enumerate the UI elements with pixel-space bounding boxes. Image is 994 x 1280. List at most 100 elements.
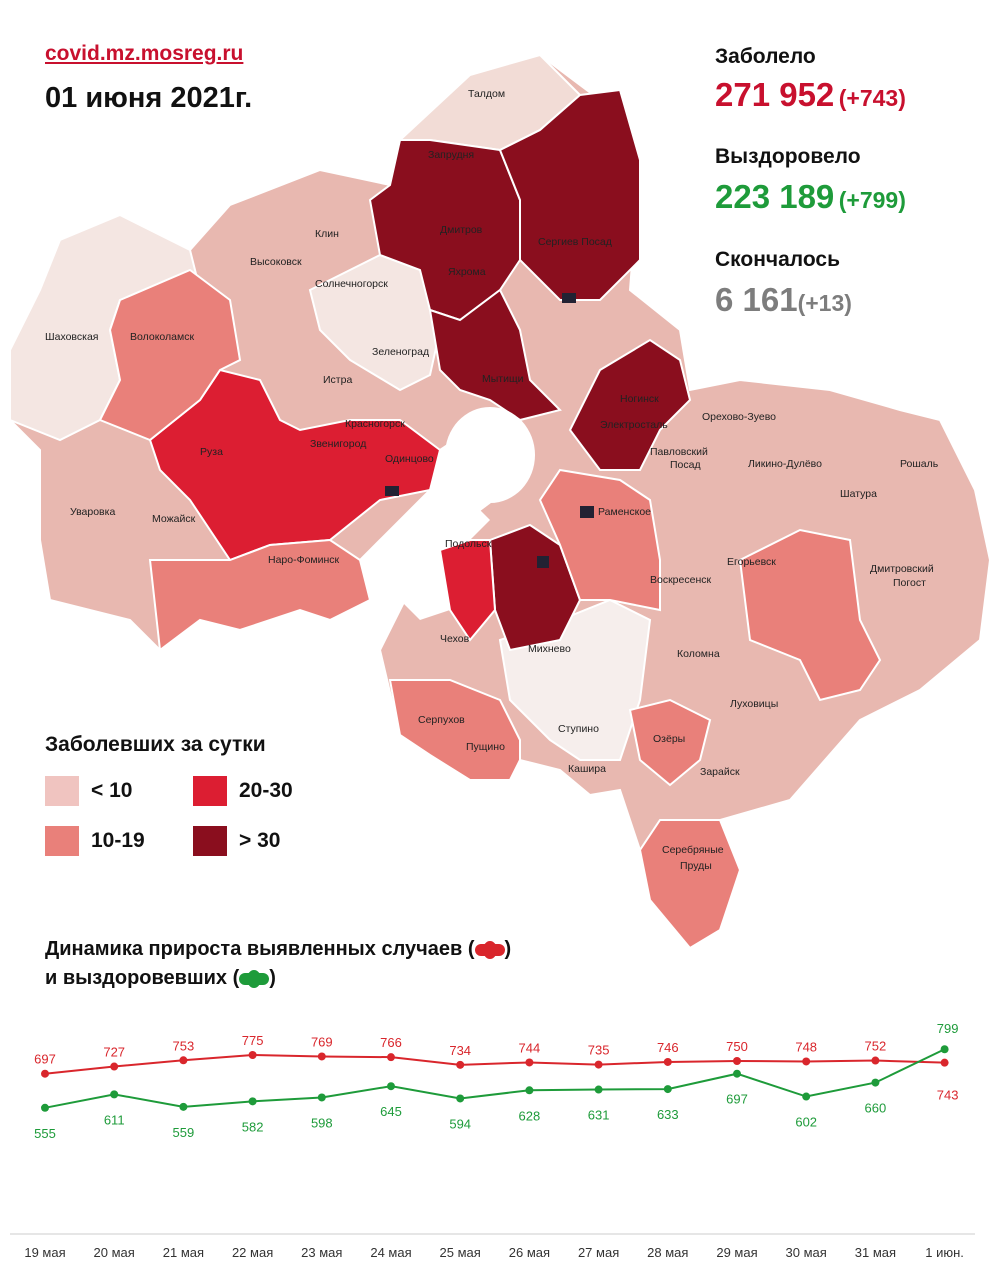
- recovered-point: [733, 1069, 741, 1078]
- x-tick-label: 23 мая: [301, 1245, 342, 1260]
- recovered-point: [248, 1097, 257, 1106]
- svg-text:Зеленоград: Зеленоград: [372, 346, 429, 358]
- recovered-point: [663, 1085, 672, 1094]
- svg-text:Орехово-Зуево: Орехово-Зуево: [702, 411, 776, 423]
- svg-text:Михнево: Михнево: [528, 643, 571, 655]
- region-serebryanye-prudy: [638, 819, 742, 950]
- cases-point: [41, 1069, 49, 1078]
- legend-item-10-19: 10-19: [45, 826, 145, 856]
- new-moscow: [360, 490, 490, 620]
- cases-point: [594, 1060, 603, 1069]
- svg-text:Руза: Руза: [200, 446, 223, 458]
- airport-icon: [537, 556, 549, 568]
- legend-swatch: [193, 826, 227, 856]
- svg-text:Дмитровский: Дмитровский: [870, 563, 934, 575]
- svg-text:Посад: Посад: [670, 459, 701, 471]
- svg-text:Павловский: Павловский: [650, 446, 708, 458]
- cases-value-label: 766: [380, 1035, 402, 1050]
- svg-text:Одинцово: Одинцово: [385, 453, 434, 465]
- svg-text:Солнечногорск: Солнечногорск: [315, 278, 388, 290]
- cases-point: [110, 1062, 119, 1071]
- region-serpukhov: [388, 679, 521, 781]
- airport-icon: [580, 506, 594, 518]
- x-tick-label: 27 мая: [578, 1245, 619, 1260]
- x-tick-label: 25 мая: [440, 1245, 481, 1260]
- sick-stat: 271 952 (+743): [715, 76, 906, 114]
- trend-title-line1: Динамика прироста выявленных случаев (): [45, 938, 512, 960]
- svg-text:Пущино: Пущино: [466, 741, 505, 753]
- x-tick-label: 21 мая: [163, 1245, 204, 1260]
- recovered-value-label: 559: [173, 1125, 195, 1140]
- region-naro-fominsk: [148, 538, 372, 652]
- region-domodedovo: [488, 523, 582, 652]
- region-ozery: [628, 698, 712, 787]
- x-tick-label: 22 мая: [232, 1245, 273, 1260]
- report-date: 01 июня 2021г.: [45, 82, 253, 114]
- svg-text:Коломна: Коломна: [677, 648, 720, 660]
- recovered-point: [802, 1092, 811, 1101]
- legend-title: Заболевших за сутки: [45, 733, 266, 756]
- svg-text:Ликино-Дулёво: Ликино-Дулёво: [748, 458, 822, 470]
- svg-text:Зарайск: Зарайск: [700, 766, 740, 778]
- svg-text:Волоколамск: Волоколамск: [130, 331, 194, 343]
- cases-point: [940, 1058, 949, 1067]
- cases-value-label: 697: [34, 1052, 56, 1067]
- x-tick-label: 20 мая: [94, 1245, 135, 1260]
- svg-text:Подольск: Подольск: [445, 538, 492, 550]
- svg-text:Раменское: Раменское: [598, 506, 651, 518]
- cases-value-label: 735: [588, 1043, 610, 1058]
- legend-item-lt10: < 10: [45, 776, 132, 806]
- cases-series-line: [44, 1053, 945, 1075]
- cases-point: [248, 1051, 257, 1059]
- recovered-value-label: 660: [865, 1101, 887, 1116]
- x-tick-label: 29 мая: [716, 1245, 757, 1260]
- legend-item-20-30: 20-30: [193, 776, 293, 806]
- recovered-point: [387, 1082, 395, 1091]
- recovered-value-label: 799: [937, 1021, 959, 1036]
- svg-text:Наро-Фоминск: Наро-Фоминск: [268, 554, 340, 566]
- region-ruza: [148, 368, 442, 562]
- legend-item-gt30: > 30: [193, 826, 280, 856]
- recovered-point: [940, 1045, 949, 1054]
- cases-point: [456, 1060, 465, 1069]
- svg-text:Луховицы: Луховицы: [730, 698, 778, 710]
- svg-text:Дмитров: Дмитров: [440, 224, 483, 236]
- cases-point: [802, 1057, 811, 1066]
- recovered-value-label: 602: [795, 1115, 817, 1130]
- recovered-value-label: 645: [380, 1104, 402, 1119]
- cases-value-label: 752: [865, 1039, 887, 1054]
- recovered-value-label: 555: [34, 1126, 56, 1141]
- region-ramenskoe: [538, 468, 661, 612]
- svg-text:Чехов: Чехов: [440, 633, 470, 645]
- recovered-value-label: 697: [726, 1092, 748, 1107]
- svg-text:Ногинск: Ногинск: [620, 393, 659, 405]
- legend-swatch: [193, 776, 227, 806]
- recovered-value-label: 582: [242, 1119, 264, 1134]
- svg-text:Серпухов: Серпухов: [418, 714, 465, 726]
- svg-text:Яхрома: Яхрома: [448, 266, 486, 278]
- region-noginsk: [568, 338, 692, 471]
- svg-text:Истра: Истра: [323, 374, 352, 386]
- svg-text:Погост: Погост: [893, 577, 926, 589]
- legend-label: 20-30: [239, 779, 293, 802]
- cases-value-label: 769: [311, 1034, 333, 1049]
- legend-label: > 30: [239, 829, 281, 852]
- cases-point: [387, 1053, 395, 1062]
- died-label: Скончалось: [715, 248, 840, 271]
- x-tick-label: 28 мая: [647, 1245, 688, 1260]
- legend-label: 10-19: [91, 829, 145, 852]
- trend-title-line2: и выздоровевших (): [45, 967, 276, 989]
- recovered-point: [317, 1093, 326, 1102]
- died-stat: 6 161(+13): [715, 281, 852, 319]
- recovered-value-label: 631: [588, 1108, 610, 1123]
- recovered-point: [456, 1094, 465, 1103]
- cases-value-label: 753: [173, 1038, 195, 1053]
- svg-text:Егорьевск: Егорьевск: [727, 556, 776, 568]
- airport-icon: [562, 293, 576, 303]
- svg-text:Воскресенск: Воскресенск: [650, 574, 712, 586]
- died-delta: (+13): [797, 290, 852, 316]
- source-site[interactable]: covid.mz.mosreg.ru: [45, 42, 244, 65]
- cases-value-label: 748: [795, 1039, 817, 1054]
- recovered-value-label: 598: [311, 1115, 333, 1130]
- region-sergiev-posad: [498, 88, 641, 301]
